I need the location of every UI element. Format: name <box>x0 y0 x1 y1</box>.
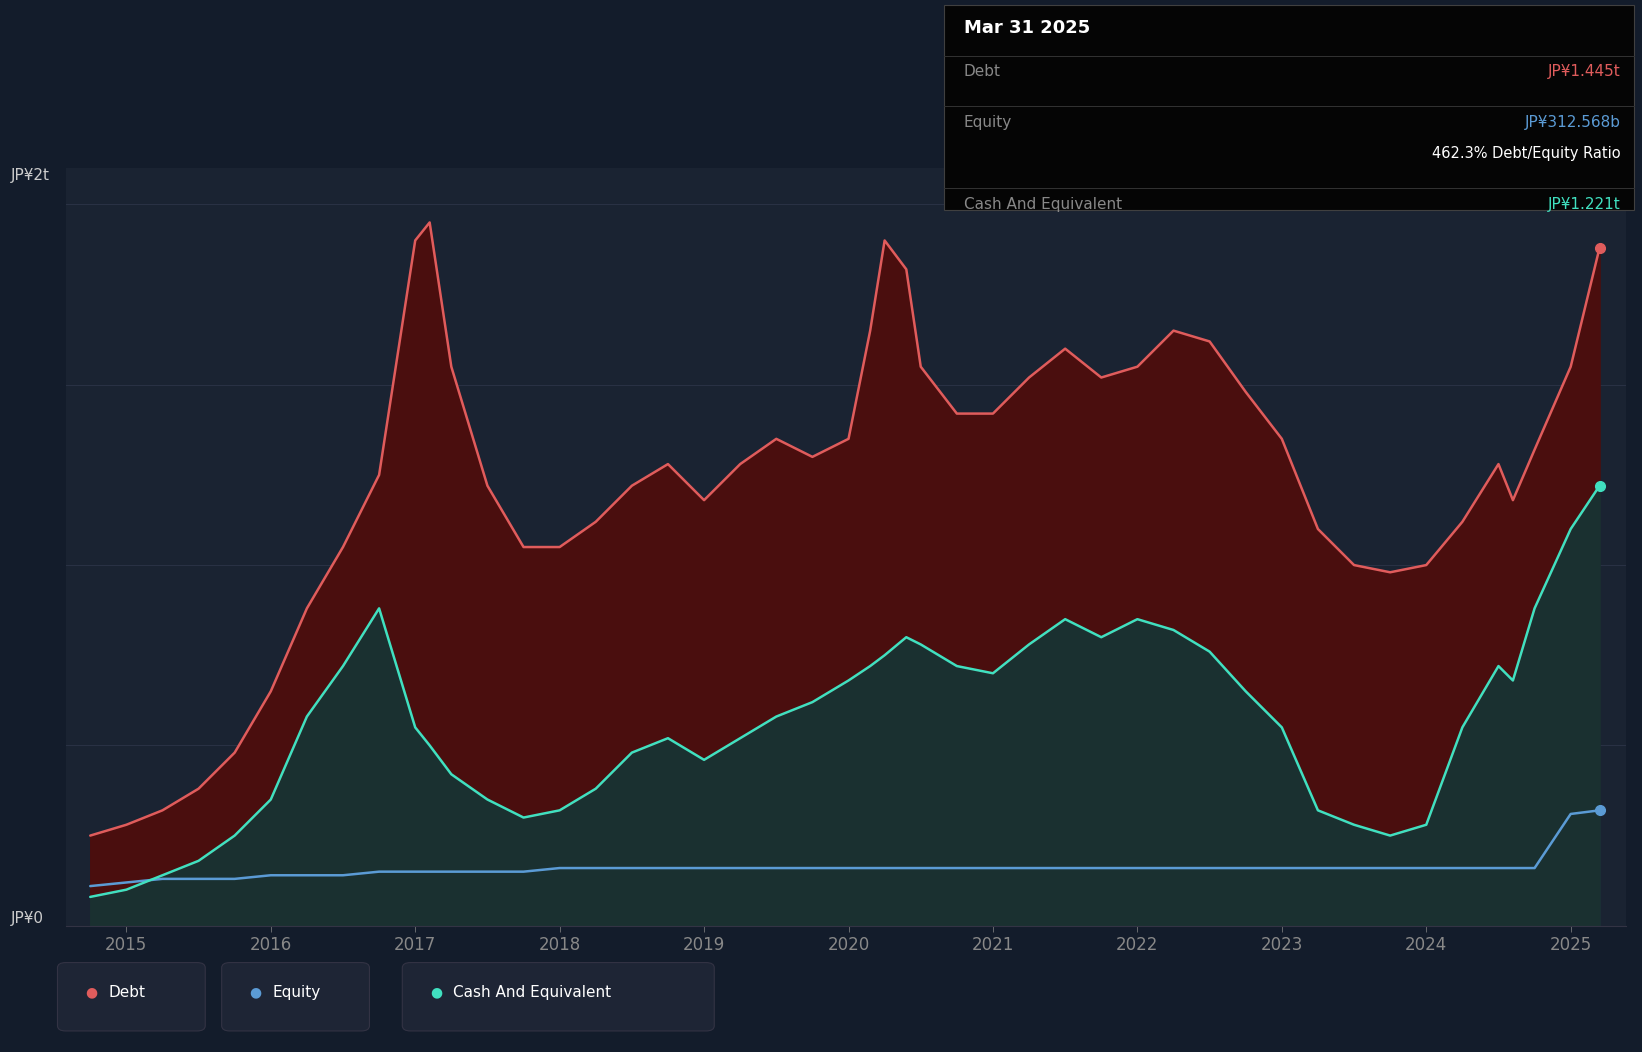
Text: Debt: Debt <box>964 64 1002 79</box>
Text: Equity: Equity <box>273 985 320 999</box>
Text: ●: ● <box>250 985 261 999</box>
Text: JP¥2t: JP¥2t <box>11 168 51 183</box>
Text: JP¥0: JP¥0 <box>11 911 44 926</box>
Text: Debt: Debt <box>108 985 146 999</box>
Text: JP¥1.445t: JP¥1.445t <box>1548 64 1621 79</box>
Text: ●: ● <box>430 985 442 999</box>
Text: Cash And Equivalent: Cash And Equivalent <box>453 985 611 999</box>
Text: Equity: Equity <box>964 115 1011 129</box>
Text: Cash And Equivalent: Cash And Equivalent <box>964 197 1121 211</box>
Text: ●: ● <box>85 985 97 999</box>
Text: Mar 31 2025: Mar 31 2025 <box>964 19 1090 37</box>
Text: JP¥1.221t: JP¥1.221t <box>1548 197 1621 211</box>
Text: JP¥312.568b: JP¥312.568b <box>1525 115 1621 129</box>
Text: 462.3% Debt/Equity Ratio: 462.3% Debt/Equity Ratio <box>1432 146 1621 161</box>
